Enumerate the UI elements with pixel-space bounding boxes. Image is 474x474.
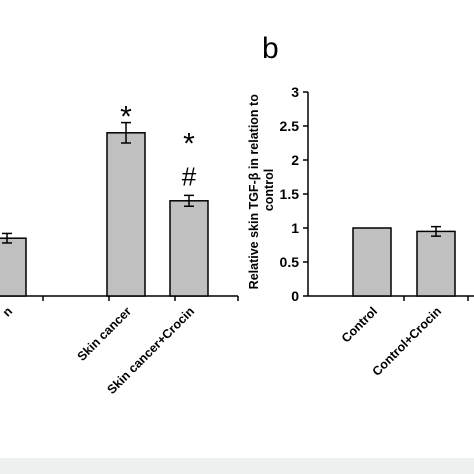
- panel-b-y-axis-label-line2: control: [262, 169, 276, 211]
- panel-a-error-bars: [2, 121, 194, 244]
- panel-b-y-axis-label-line: Relative skin TGF-β in relation to: [247, 94, 261, 290]
- panel-b-y-axis-label: Relative skin TGF-β in relation to contr…: [247, 91, 276, 290]
- panel-b-x-ticks: [403, 296, 469, 301]
- panel-a-x-ticks: [42, 296, 239, 301]
- significance-star: *: [120, 101, 132, 134]
- panel-b-y-tick-label: 0.5: [280, 254, 300, 270]
- panel-a-error-bar: [184, 194, 194, 207]
- significance-hash: #: [182, 161, 197, 191]
- panel-b-y-tick-label: 2.5: [280, 118, 300, 134]
- panel-b-y-tick-label: 2: [291, 152, 299, 168]
- panel-b-label: b: [262, 32, 279, 65]
- panel-a-bar: [0, 237, 27, 297]
- panel-a-bar: [106, 132, 146, 297]
- bottom-band: [0, 458, 474, 474]
- panel-b-error-bar: [431, 225, 441, 237]
- panel-b-bars: [352, 227, 456, 297]
- panel-b-bar: [352, 227, 392, 297]
- panel-b-y-ticks: 0 0.5 1 1.5 2 2.5 3: [280, 84, 308, 304]
- panel-a-annotations: **#: [120, 101, 197, 192]
- panel-a-bars: [0, 132, 209, 297]
- panel-b-y-tick-label: 0: [291, 288, 299, 304]
- panel-a-bar: [169, 200, 209, 297]
- significance-star: *: [183, 127, 195, 160]
- panel-a-error-bar: [121, 121, 131, 144]
- panel-a-error-bar: [2, 232, 12, 244]
- panel-b-y-tick-label: 1.5: [280, 186, 300, 202]
- panel-b-y-tick-label: 1: [291, 220, 299, 236]
- panel-b-bar: [416, 230, 456, 297]
- panel-b-error-bars: [431, 225, 441, 237]
- panel-b-y-tick-label: 3: [291, 84, 299, 100]
